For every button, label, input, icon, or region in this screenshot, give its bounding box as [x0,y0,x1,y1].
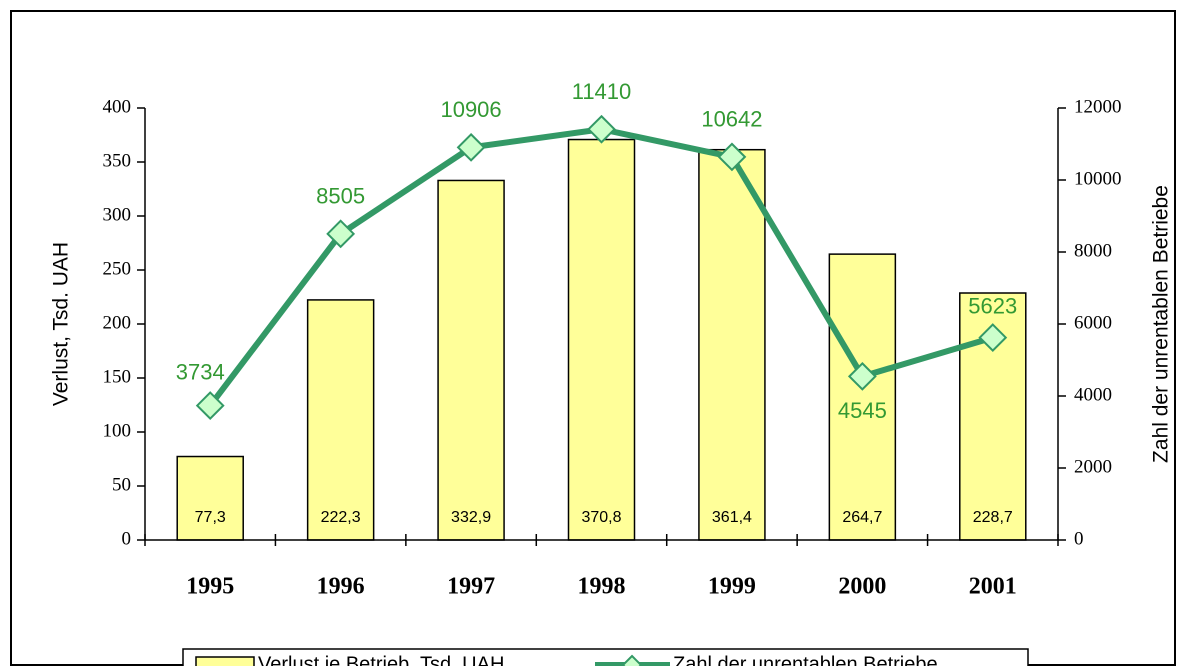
bar-value-label: 222,3 [321,509,361,526]
bar-value-label: 228,7 [973,509,1013,526]
legend-marker [621,654,643,666]
y-tick-label: 150 [103,366,132,387]
line-marker [978,323,1008,352]
y-tick-label: 350 [103,150,132,171]
y-tick-label: 100 [103,420,132,441]
line-value-label: 11410 [572,79,632,104]
bar [437,179,505,541]
line-value-label: 10642 [701,107,762,132]
y2-axis-title: Zahl der unrentablen Betriebe [1150,185,1173,463]
bar [698,148,766,541]
x-tick-label: 1999 [708,574,756,600]
legend-label: Zahl der unrentablen Betriebe [673,653,938,666]
legend-frame [182,648,1029,666]
line-value-label: 10906 [440,97,501,122]
y2-tick-label: 4000 [1074,384,1112,405]
line-value-label: 4545 [838,398,887,423]
line-marker [717,142,747,172]
y-tick-label: 250 [103,258,132,279]
legend-label: Verlust je Betrieb, Tsd. UAH [258,653,504,666]
bar [176,455,244,541]
x-tick-label: 1995 [186,574,234,600]
y2-tick-label: 2000 [1074,456,1112,477]
bar [306,299,375,541]
x-tick-label: 2001 [969,574,1017,600]
x-tick-label: 1996 [317,574,365,600]
x-tick-label: 2000 [838,574,886,600]
line-value-label: 3734 [176,359,225,384]
line-marker [326,219,356,249]
y2-tick-label: 12000 [1074,96,1122,117]
bar-value-label: 77,3 [195,509,226,526]
x-tick-label: 1998 [578,574,626,600]
y-tick-label: 0 [122,528,132,549]
bar-value-label: 370,8 [581,509,621,526]
line-marker [847,361,877,391]
legend-swatch [195,656,255,666]
y-tick-label: 50 [112,474,131,495]
line-marker [195,391,225,420]
x-tick-label: 1997 [447,574,495,600]
line-value-label: 8505 [316,184,365,209]
y2-tick-label: 8000 [1074,240,1112,261]
y-tick-label: 200 [103,312,132,333]
line-marker [587,114,616,144]
bar-value-label: 332,9 [451,509,491,526]
y2-tick-label: 6000 [1074,312,1112,333]
y-tick-label: 400 [103,96,132,117]
y2-tick-label: 10000 [1074,168,1122,189]
y2-tick-label: 0 [1074,528,1084,549]
bar-value-label: 264,7 [842,509,882,526]
bar [828,253,897,541]
line-marker [456,132,486,162]
y-axis-title: Verlust, Tsd. UAH [50,242,73,406]
line-value-label: 5623 [968,293,1017,318]
bar [567,138,636,541]
y-tick-label: 300 [103,204,132,225]
bar-value-label: 361,4 [712,509,752,526]
